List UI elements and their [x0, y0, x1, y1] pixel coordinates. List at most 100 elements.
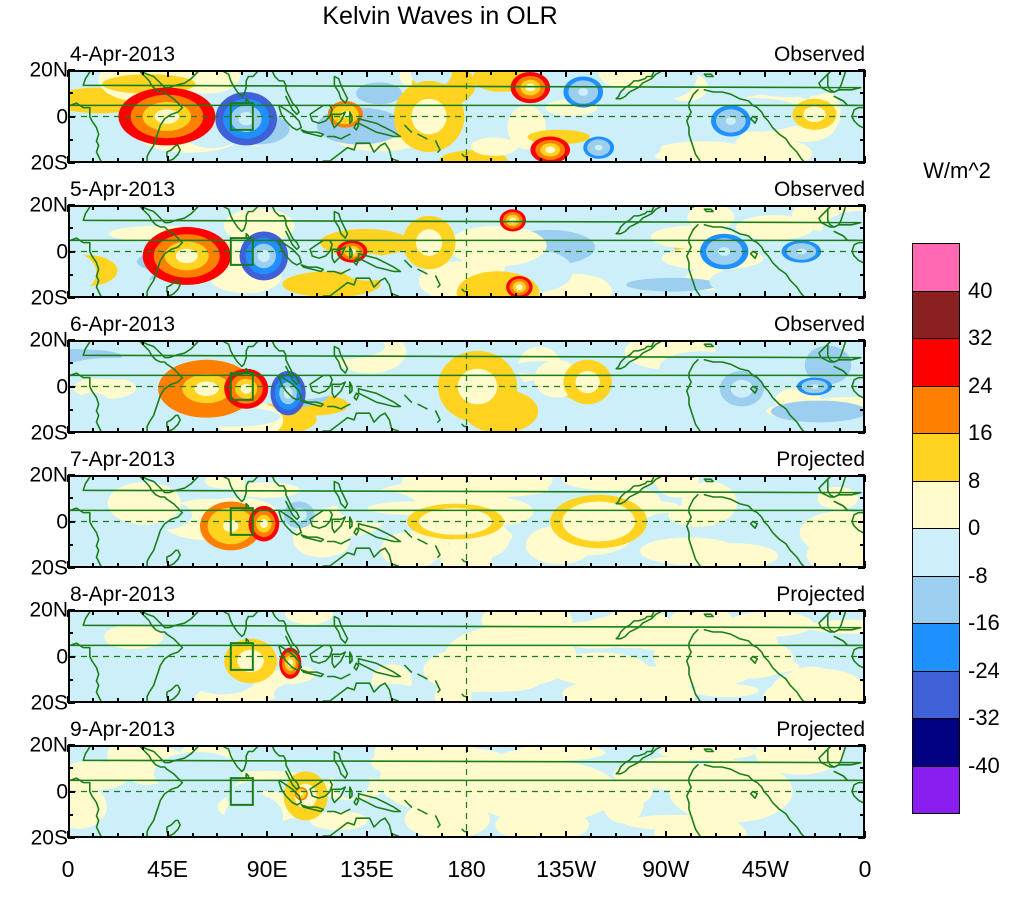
x-tick [714, 475, 717, 480]
x-tick [764, 745, 767, 752]
y-tick [858, 250, 865, 253]
x-tick [789, 563, 792, 568]
x-tick [515, 205, 518, 210]
x-tick [590, 563, 593, 568]
x-tick [789, 610, 792, 615]
x-axis-tick-label: 0 [61, 856, 75, 882]
colorbar-tick-label: -32 [968, 705, 1000, 730]
y-axis-labels: 20N 0 20S [6, 465, 68, 579]
x-tick [839, 698, 842, 703]
x-tick [365, 156, 368, 163]
panel-date-label: 5-Apr-2013 [70, 178, 176, 201]
y-tick [860, 678, 865, 681]
y-axis-tick-label: 20S [30, 151, 68, 175]
x-tick [415, 293, 418, 298]
x-tick [714, 833, 717, 838]
x-tick [839, 293, 842, 298]
x-tick [340, 293, 343, 298]
x-tick [141, 340, 144, 345]
x-tick [67, 696, 69, 703]
y-tick [68, 362, 73, 365]
x-tick [365, 70, 368, 77]
x-tick [664, 205, 667, 212]
x-tick [639, 70, 642, 75]
y-axis-tick-label: 20N [29, 463, 68, 487]
colorbar-swatch [912, 433, 960, 482]
x-tick [216, 698, 219, 703]
x-axis-tick-label: 45E [147, 856, 189, 882]
x-tick [141, 563, 144, 568]
x-tick [266, 70, 269, 77]
x-tick [614, 698, 617, 703]
panel-plot-area [68, 745, 865, 838]
y-tick [858, 609, 865, 611]
y-axis-tick-label: 20S [30, 286, 68, 310]
x-tick [266, 831, 269, 838]
x-tick [739, 610, 742, 615]
x-tick [515, 745, 518, 750]
x-tick [291, 340, 294, 345]
y-tick [68, 162, 75, 164]
x-tick [415, 475, 418, 480]
x-tick [67, 475, 69, 482]
x-tick [316, 293, 319, 298]
map-panel: 5-Apr-2013 Observed 20N 0 20S [29, 178, 866, 309]
x-tick [241, 205, 244, 210]
x-tick [316, 563, 319, 568]
x-tick [515, 293, 518, 298]
x-tick [739, 70, 742, 75]
y-tick [68, 273, 73, 276]
y-tick [858, 474, 865, 476]
x-tick [614, 745, 617, 750]
x-tick [739, 563, 742, 568]
y-tick [858, 162, 865, 164]
y-axis-labels: 20N 0 20S [6, 195, 68, 309]
panel-date-label: 9-Apr-2013 [70, 718, 176, 741]
x-tick [440, 340, 443, 345]
x-tick [689, 833, 692, 838]
y-tick [68, 474, 75, 476]
y-axis-labels: 20N 0 20S [6, 735, 68, 849]
x-tick [639, 293, 642, 298]
x-tick [291, 205, 294, 210]
x-tick [365, 745, 368, 752]
x-tick [864, 156, 866, 163]
y-tick [68, 339, 75, 341]
x-tick [614, 158, 617, 163]
colorbar-tick-label: 8 [968, 467, 981, 493]
y-axis-labels: 20N 0 20S [6, 60, 68, 174]
x-tick [515, 428, 518, 433]
panel-date-label: 4-Apr-2013 [70, 43, 176, 66]
x-tick [340, 205, 343, 210]
x-tick [540, 70, 543, 75]
x-tick [166, 156, 169, 163]
x-tick [590, 340, 593, 345]
x-tick [266, 426, 269, 433]
colorbar-swatch [912, 290, 960, 339]
x-tick [91, 833, 94, 838]
x-tick [864, 340, 866, 347]
x-tick [91, 428, 94, 433]
x-tick [365, 831, 368, 838]
x-tick [614, 610, 617, 615]
x-tick [390, 610, 393, 615]
x-tick [191, 158, 194, 163]
colorbar-tick-label: -24 [968, 657, 1000, 683]
x-tick [241, 293, 244, 298]
y-tick [860, 813, 865, 816]
y-tick [68, 678, 73, 681]
x-tick [789, 475, 792, 480]
x-tick [440, 563, 443, 568]
y-tick [68, 790, 75, 793]
x-tick [241, 428, 244, 433]
x-tick [614, 340, 617, 345]
y-axis-labels: 20N 0 20S [6, 330, 68, 444]
x-tick [191, 205, 194, 210]
x-tick [764, 426, 767, 433]
panel-date-label: 8-Apr-2013 [70, 583, 176, 606]
x-tick [540, 745, 543, 750]
x-tick [789, 158, 792, 163]
x-tick [490, 70, 493, 75]
x-tick [91, 745, 94, 750]
x-tick [664, 340, 667, 347]
